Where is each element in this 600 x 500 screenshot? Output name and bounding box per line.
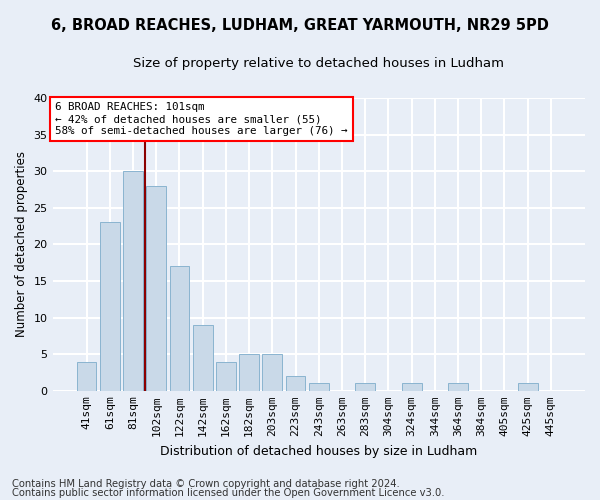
Bar: [309, 384, 329, 391]
Bar: [239, 354, 259, 391]
Bar: [355, 384, 375, 391]
Bar: [123, 171, 143, 391]
Bar: [216, 362, 236, 391]
Text: 6, BROAD REACHES, LUDHAM, GREAT YARMOUTH, NR29 5PD: 6, BROAD REACHES, LUDHAM, GREAT YARMOUTH…: [51, 18, 549, 32]
Bar: [262, 354, 282, 391]
Bar: [77, 362, 97, 391]
Text: Contains public sector information licensed under the Open Government Licence v3: Contains public sector information licen…: [12, 488, 445, 498]
X-axis label: Distribution of detached houses by size in Ludham: Distribution of detached houses by size …: [160, 444, 478, 458]
Bar: [170, 266, 190, 391]
Bar: [518, 384, 538, 391]
Bar: [448, 384, 468, 391]
Bar: [286, 376, 305, 391]
Text: Contains HM Land Registry data © Crown copyright and database right 2024.: Contains HM Land Registry data © Crown c…: [12, 479, 400, 489]
Bar: [193, 325, 212, 391]
Bar: [100, 222, 119, 391]
Y-axis label: Number of detached properties: Number of detached properties: [15, 152, 28, 338]
Bar: [146, 186, 166, 391]
Bar: [402, 384, 422, 391]
Text: 6 BROAD REACHES: 101sqm
← 42% of detached houses are smaller (55)
58% of semi-de: 6 BROAD REACHES: 101sqm ← 42% of detache…: [55, 102, 348, 136]
Title: Size of property relative to detached houses in Ludham: Size of property relative to detached ho…: [133, 58, 504, 70]
